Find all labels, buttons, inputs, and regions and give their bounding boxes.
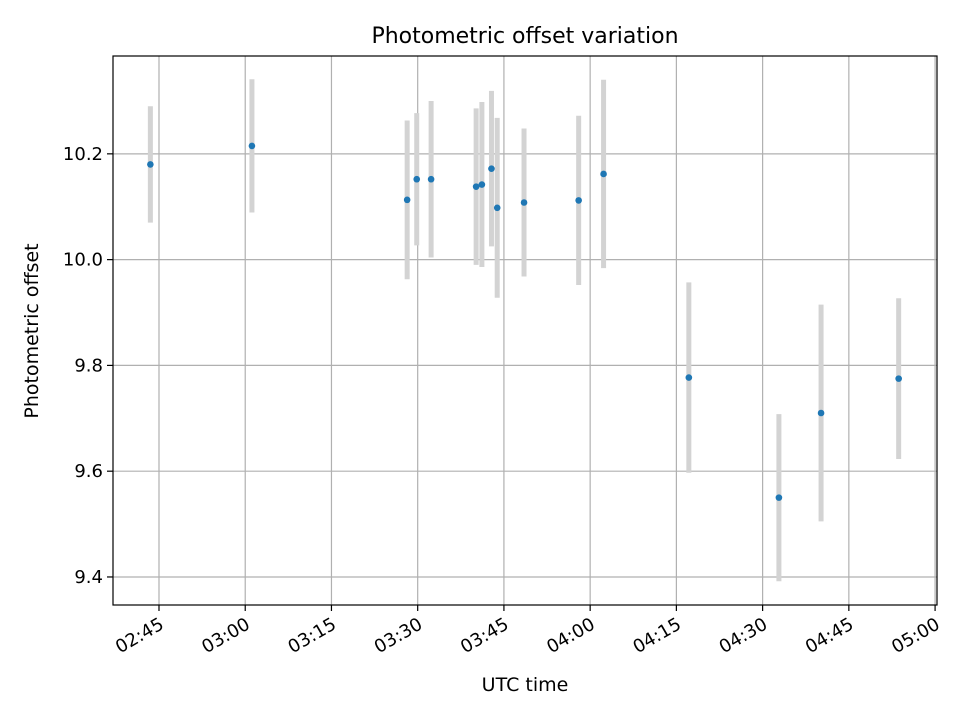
y-axis-ticks: 9.4 9.6 9.8 10.0 10.2: [63, 144, 113, 588]
x-axis-label: UTC time: [482, 674, 569, 696]
data-point: [775, 494, 783, 501]
data-point: [520, 199, 528, 206]
data-point: [427, 175, 435, 183]
y-tick-label: 9.8: [74, 355, 103, 376]
plot-area-frame: [112, 55, 938, 606]
data-point: [575, 197, 582, 204]
y-tick-label: 9.6: [74, 461, 103, 482]
data-point: [895, 375, 902, 382]
data-point: [248, 142, 256, 150]
data-point: [685, 374, 693, 381]
data-point: [413, 175, 421, 183]
y-tick-label: 10.2: [63, 144, 103, 165]
data-point: [488, 165, 495, 172]
data-point: [472, 183, 480, 190]
data-point: [493, 204, 501, 212]
data-point: [600, 170, 607, 178]
data-point: [478, 181, 486, 188]
data-point: [147, 161, 154, 168]
data-point: [403, 196, 411, 204]
data-point: [817, 409, 825, 417]
data-points: [147, 142, 902, 501]
y-tick-label: 9.4: [74, 567, 103, 588]
y-tick-label: 10.0: [63, 250, 103, 271]
chart-title: Photometric offset variation: [371, 24, 678, 49]
y-axis-label: Photometric offset: [21, 243, 43, 418]
